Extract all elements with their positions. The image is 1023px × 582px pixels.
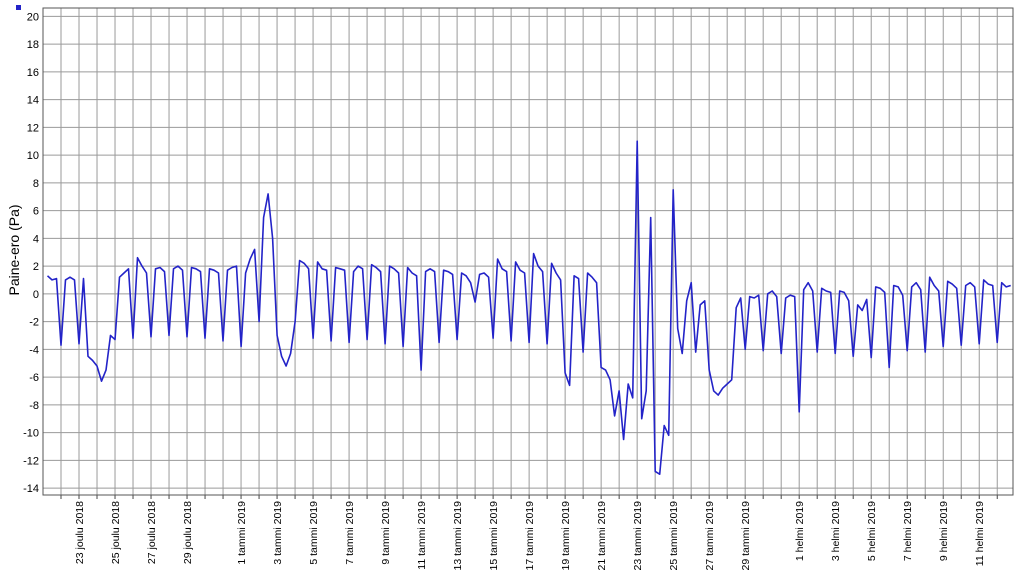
y-tick-label: 14 — [27, 95, 39, 107]
x-tick-label: 3 helmi 2019 — [830, 501, 842, 561]
y-tick-label: -10 — [23, 428, 39, 440]
x-tick-label: 1 helmi 2019 — [794, 501, 806, 561]
y-tick-label: -14 — [23, 483, 39, 495]
x-tick-label: 7 helmi 2019 — [902, 501, 914, 561]
x-tick-label: 5 helmi 2019 — [866, 501, 878, 561]
x-tick-label: 23 joulu 2018 — [74, 501, 86, 564]
x-tick-label: 1 tammi 2019 — [236, 501, 248, 565]
legend-marker — [16, 5, 21, 10]
x-tick-label: 9 helmi 2019 — [938, 501, 950, 561]
x-tick-label: 23 tammi 2019 — [632, 501, 644, 571]
x-tick-label: 25 tammi 2019 — [668, 501, 680, 571]
y-tick-label: -6 — [29, 372, 39, 384]
y-tick-label: 18 — [27, 39, 39, 51]
y-tick-label: -4 — [29, 344, 39, 356]
y-tick-label: 8 — [33, 178, 39, 190]
x-tick-label: 19 tammi 2019 — [560, 501, 572, 571]
x-tick-label: 27 tammi 2019 — [704, 501, 716, 571]
x-tick-label: 29 joulu 2018 — [182, 501, 194, 564]
x-tick-label: 7 tammi 2019 — [344, 501, 356, 565]
y-tick-label: -8 — [29, 400, 39, 412]
x-tick-label: 21 tammi 2019 — [596, 501, 608, 571]
x-tick-label: 27 joulu 2018 — [146, 501, 158, 564]
x-tick-label: 11 helmi 2019 — [974, 501, 986, 566]
y-tick-label: 10 — [27, 150, 39, 162]
x-tick-label: 13 tammi 2019 — [452, 501, 464, 571]
x-tick-label: 3 tammi 2019 — [272, 501, 284, 565]
data-line — [46, 140, 1011, 475]
x-tick-label: 11 tammi 2019 — [416, 501, 428, 570]
y-tick-label: -2 — [29, 317, 39, 329]
y-tick-label: 2 — [33, 261, 39, 273]
x-tick-label: 5 tammi 2019 — [308, 501, 320, 565]
x-tick-label: 17 tammi 2019 — [524, 501, 536, 571]
y-tick-label: 4 — [33, 233, 39, 245]
y-tick-label: 20 — [27, 11, 39, 23]
plot-frame — [42, 7, 1014, 496]
y-tick-label: -12 — [23, 455, 39, 467]
x-tick-label: 9 tammi 2019 — [380, 501, 392, 565]
x-tick-label: 15 tammi 2019 — [488, 501, 500, 571]
y-tick-label: 6 — [33, 206, 39, 218]
y-tick-label: 16 — [27, 67, 39, 79]
x-tick-label: 25 joulu 2018 — [110, 501, 122, 564]
x-tick-label: 29 tammi 2019 — [740, 501, 752, 571]
y-tick-label: 12 — [27, 122, 39, 134]
y-tick-label: 0 — [33, 289, 39, 301]
y-axis-label: Paine-ero (Pa) — [6, 204, 22, 295]
